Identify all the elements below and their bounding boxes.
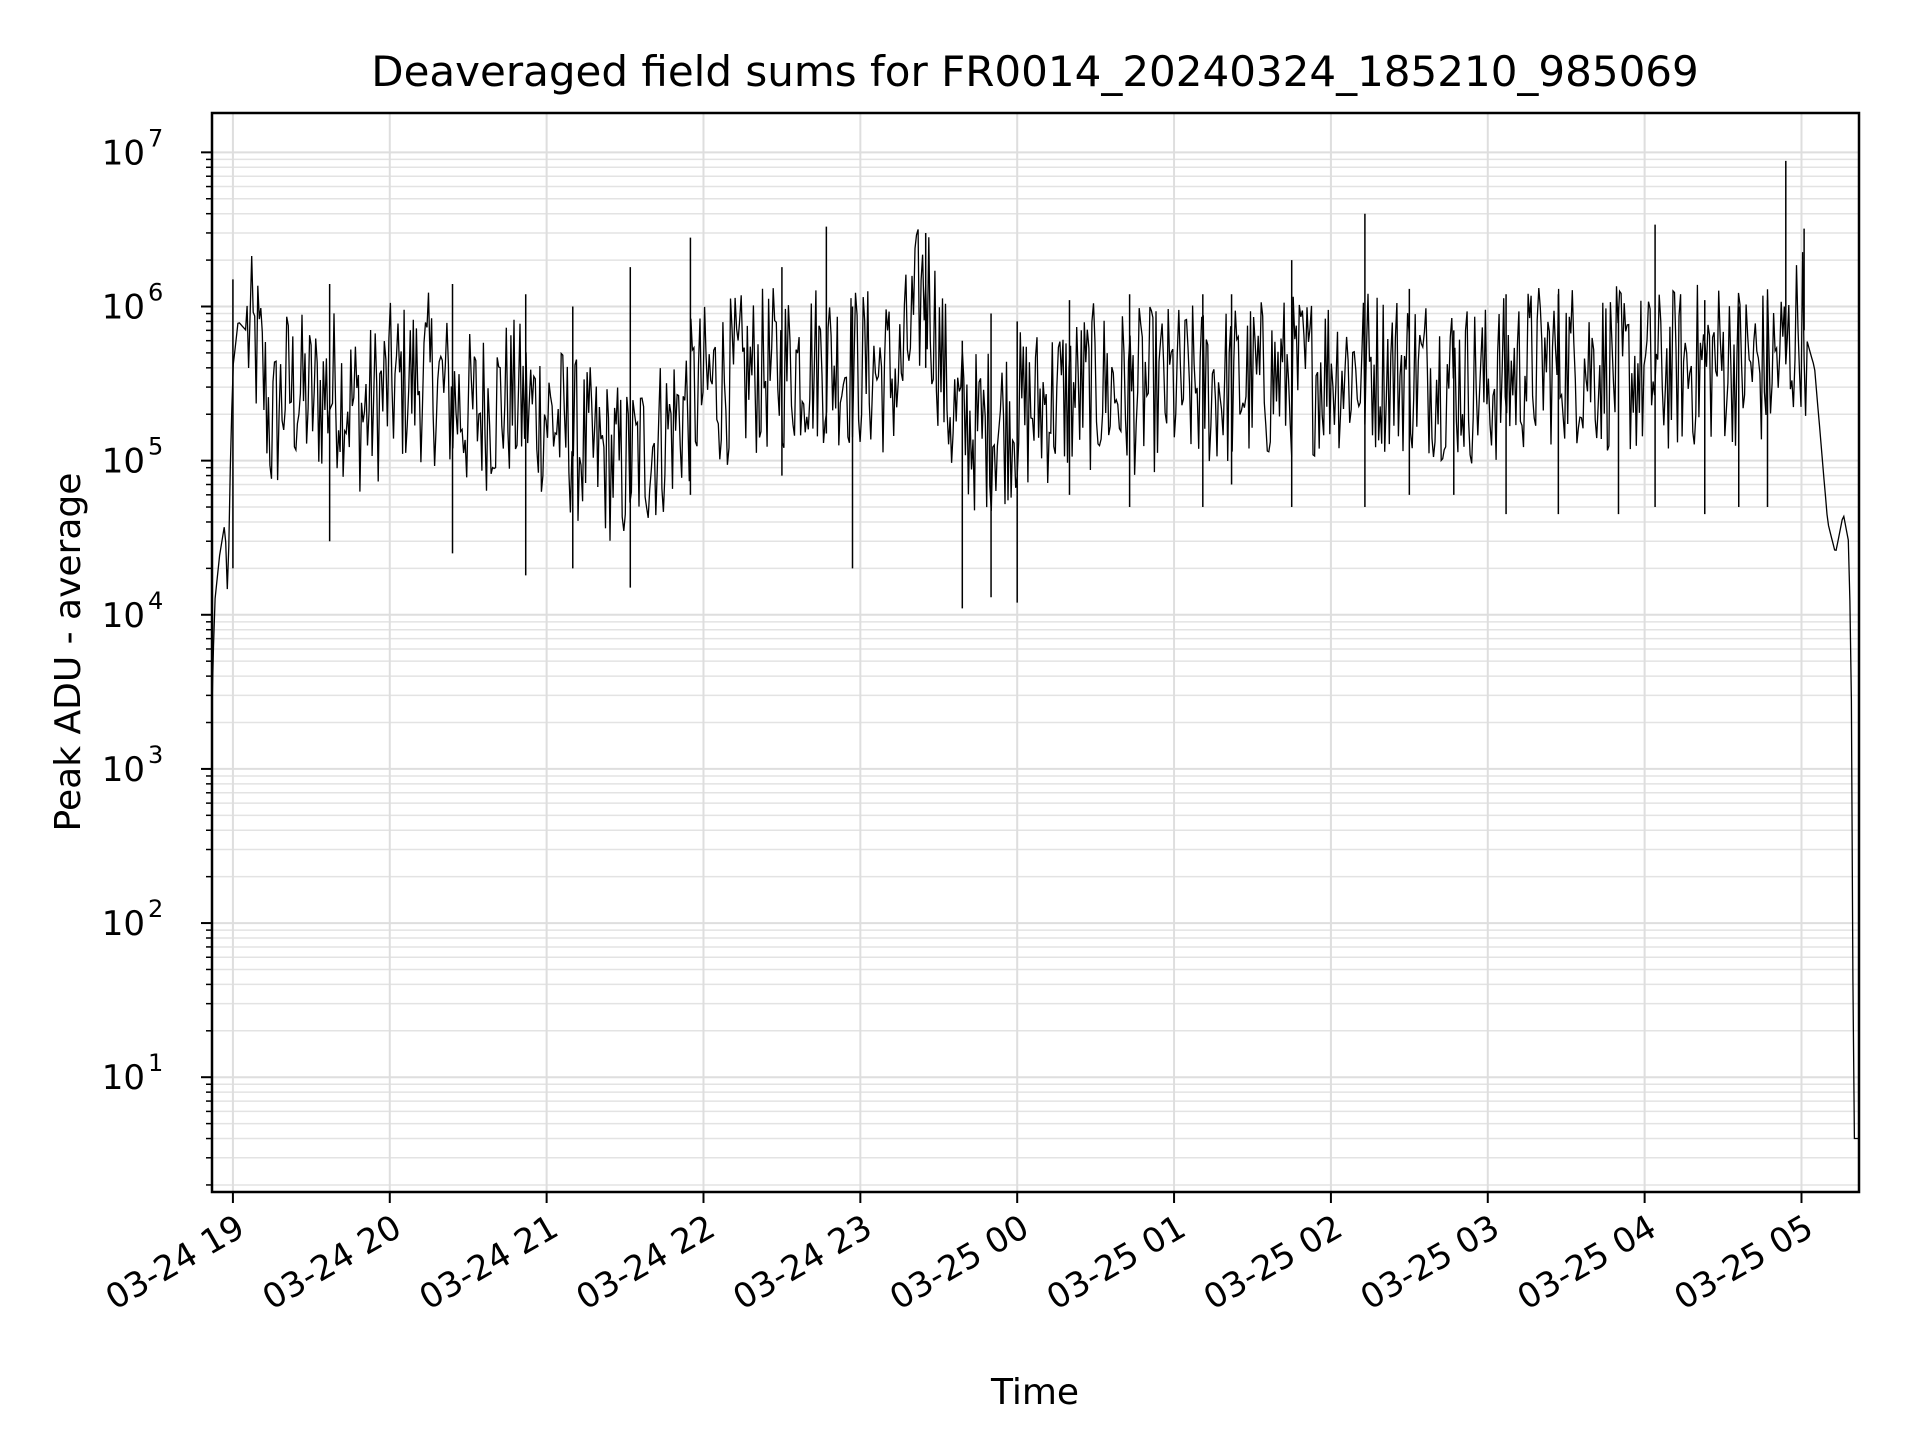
plot-frame [210, 111, 1861, 1194]
y-tick-exponent: 6 [148, 278, 163, 306]
series-spikes [232, 160, 1805, 609]
y-tick-exponent: 2 [148, 895, 163, 923]
x-axis-label: Time [990, 1372, 1079, 1413]
y-axis-label: Peak ADU - average [48, 473, 89, 832]
y-tick-label: 10 [102, 133, 145, 173]
y-tick-label: 10 [102, 1058, 145, 1098]
y-tick-label: 10 [102, 904, 145, 944]
major-gridlines [212, 113, 1859, 1192]
series-line [211, 229, 1859, 1140]
y-tick-label: 10 [102, 287, 145, 327]
chart-title: Deaveraged field sums for FR0014_2024032… [371, 47, 1699, 96]
y-tick-exponent: 3 [148, 741, 163, 769]
minor-gridlines [212, 158, 1859, 1186]
y-tick-label: 10 [102, 750, 145, 790]
y-tick-exponent: 4 [148, 587, 163, 615]
y-tick-exponent: 7 [148, 124, 163, 152]
y-tick-exponent: 5 [148, 433, 163, 461]
y-tick-exponent: 1 [148, 1049, 163, 1077]
y-tick-label: 10 [102, 596, 145, 636]
y-tick-label: 10 [102, 442, 145, 482]
